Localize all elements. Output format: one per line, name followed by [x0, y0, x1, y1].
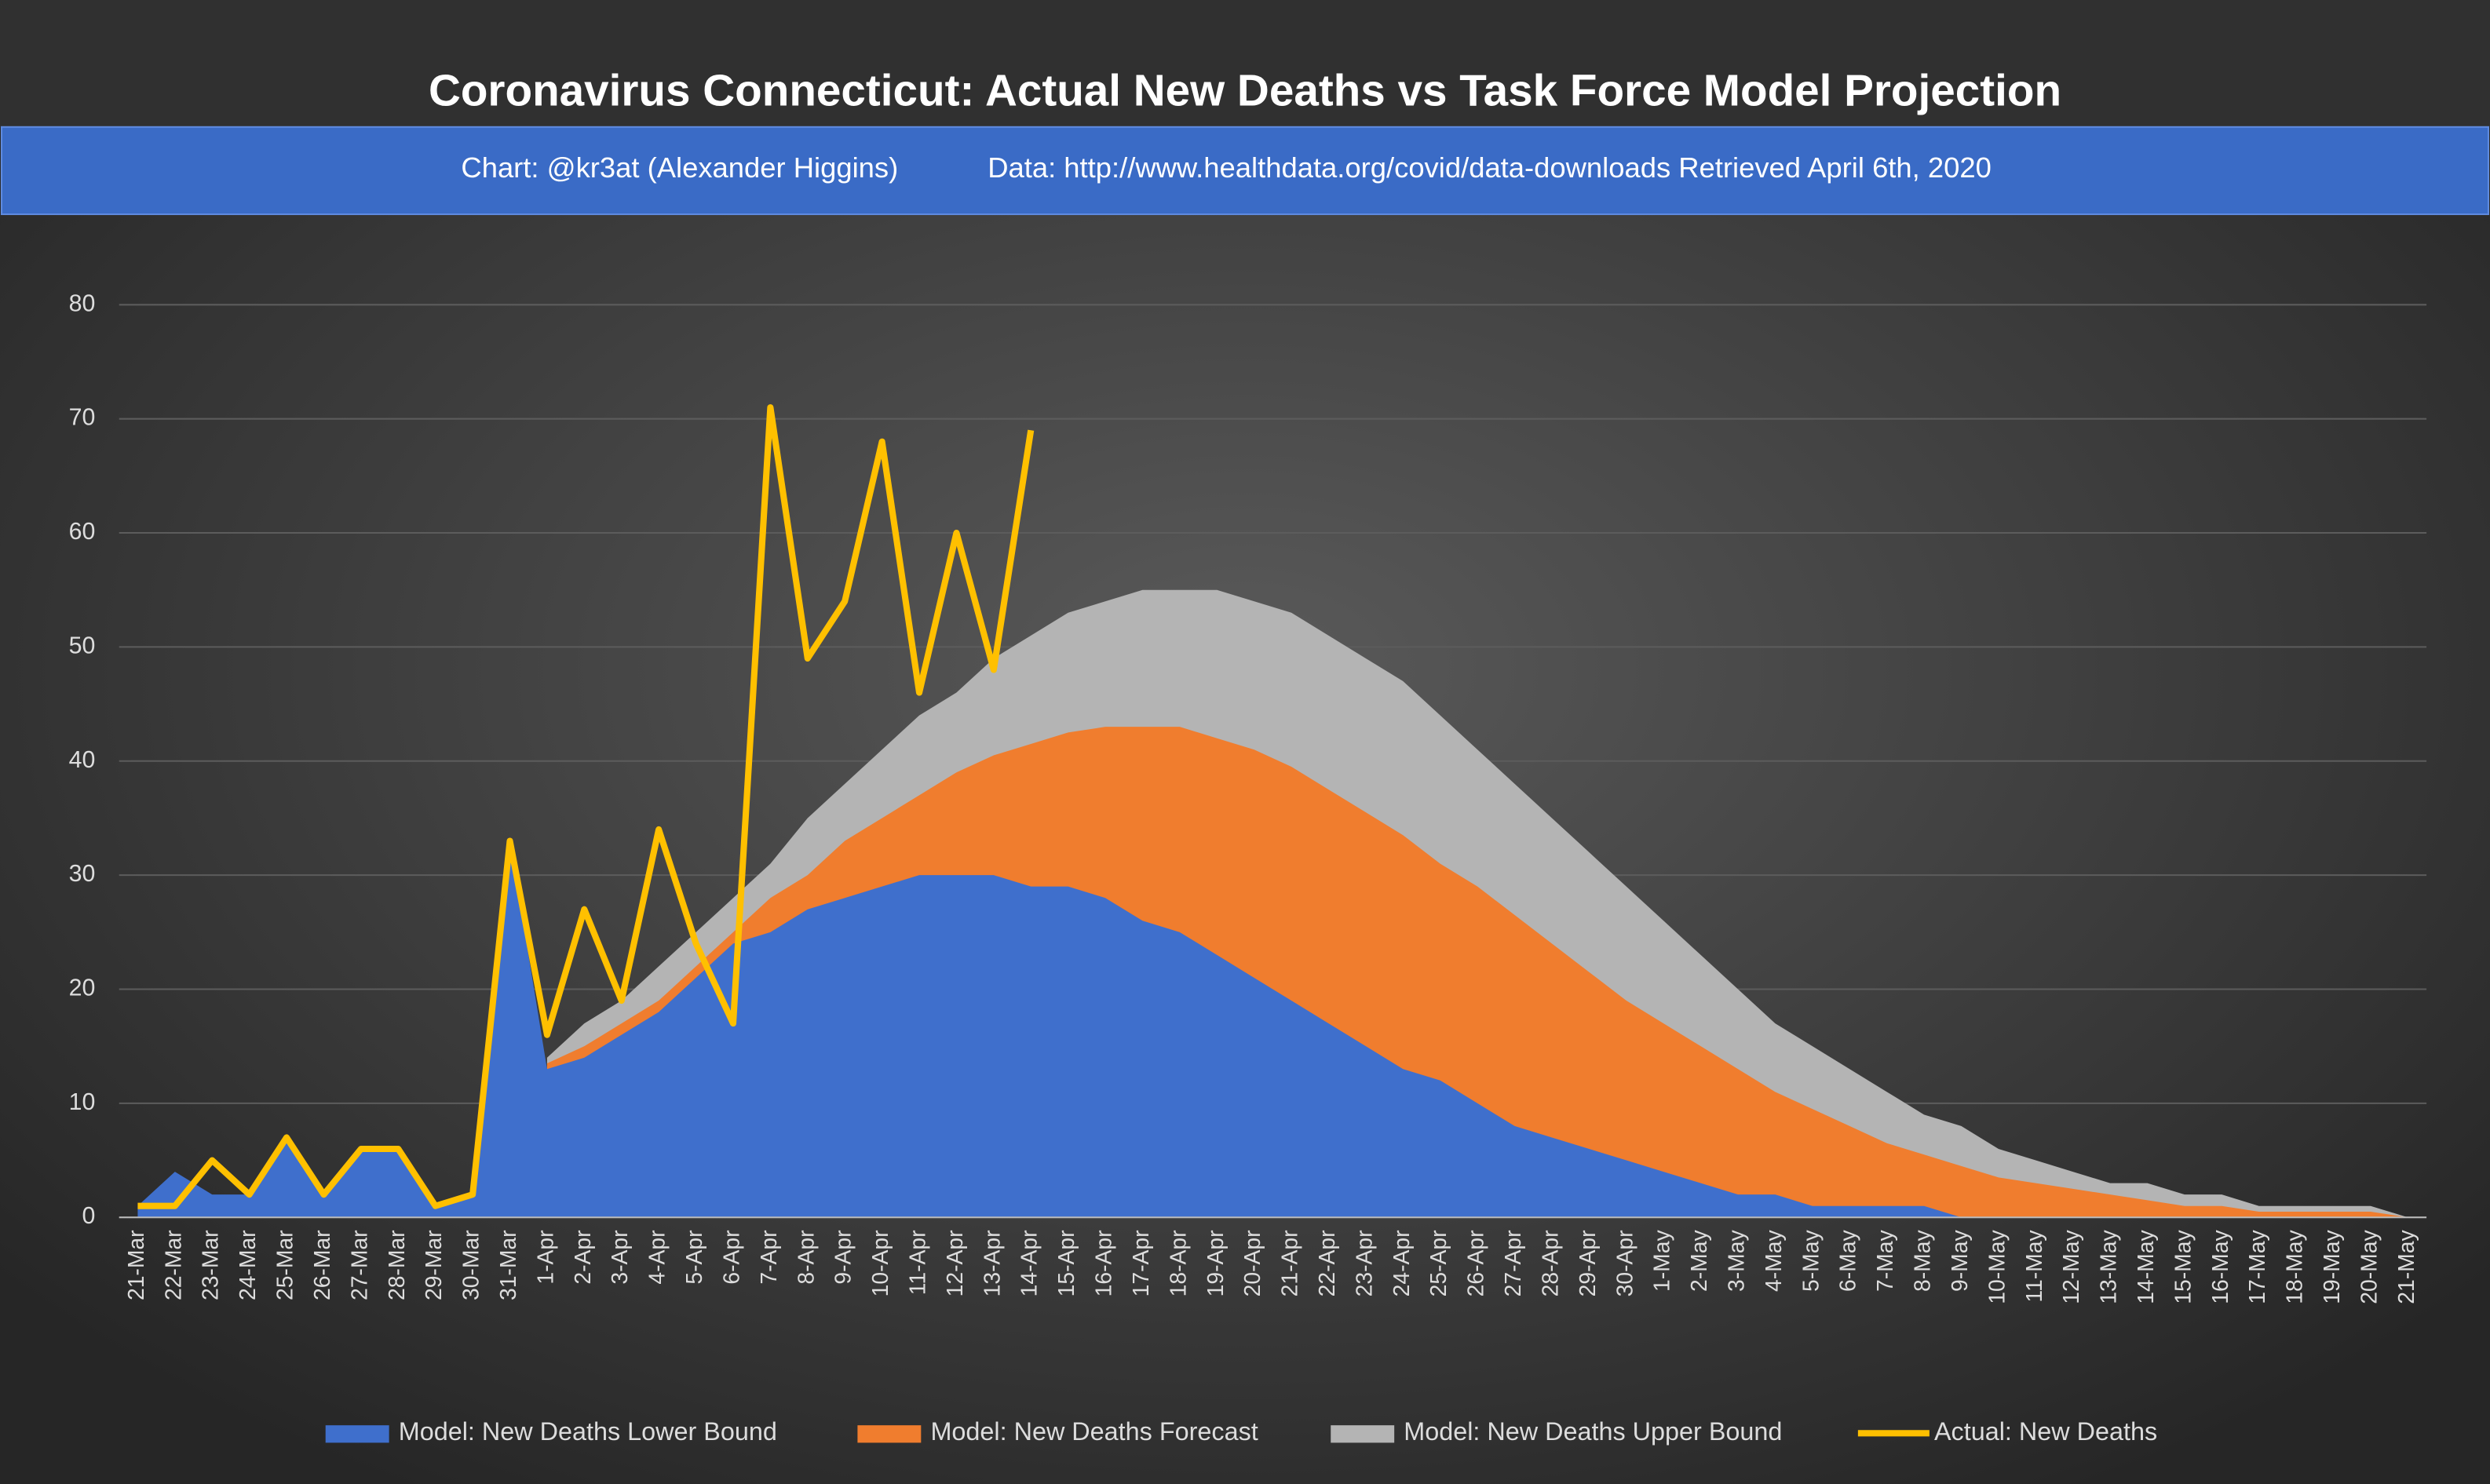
y-tick-label: 0 — [82, 1203, 96, 1229]
x-tick-label: 3-Apr — [607, 1230, 632, 1284]
x-tick-label: 11-Apr — [904, 1230, 929, 1295]
x-tick-label: 29-Apr — [1575, 1230, 1600, 1296]
x-tick-label: 25-Apr — [1426, 1230, 1451, 1296]
x-tick-label: 24-Apr — [1389, 1230, 1414, 1296]
legend-label: Model: New Deaths Forecast — [930, 1417, 1258, 1446]
x-tick-label: 23-Apr — [1351, 1230, 1376, 1296]
legend-swatch — [325, 1425, 389, 1443]
x-tick-label: 17-May — [2244, 1230, 2269, 1304]
x-tick-label: 22-Mar — [160, 1230, 185, 1300]
x-tick-label: 15-May — [2170, 1230, 2195, 1304]
x-tick-label: 2-May — [1686, 1230, 1711, 1292]
x-tick-label: 18-May — [2282, 1230, 2307, 1304]
x-tick-label: 27-Apr — [1500, 1230, 1525, 1296]
x-tick-label: 25-Mar — [272, 1230, 298, 1300]
legend-swatch — [1331, 1425, 1395, 1443]
legend-label: Model: New Deaths Upper Bound — [1404, 1417, 1782, 1446]
y-tick-label: 20 — [69, 975, 96, 1001]
x-tick-label: 9-May — [1947, 1230, 1972, 1292]
x-tick-label: 19-Apr — [1203, 1230, 1228, 1296]
x-tick-label: 9-Apr — [831, 1230, 856, 1284]
x-tick-label: 3-May — [1723, 1230, 1748, 1292]
source: Data: http://www.healthdata.org/covid/da… — [988, 151, 1992, 184]
y-tick-label: 70 — [69, 405, 96, 431]
x-tick-label: 20-Apr — [1240, 1230, 1265, 1296]
x-tick-label: 4-May — [1761, 1230, 1786, 1292]
x-tick-label: 5-Apr — [681, 1230, 706, 1284]
x-tick-label: 10-Apr — [867, 1230, 893, 1296]
title-band — [0, 0, 2490, 127]
y-tick-label: 10 — [69, 1089, 96, 1115]
x-tick-label: 6-May — [1835, 1230, 1860, 1292]
x-tick-label: 20-May — [2356, 1230, 2381, 1304]
x-tick-label: 28-Apr — [1537, 1230, 1562, 1296]
x-tick-label: 30-Mar — [458, 1230, 484, 1300]
chart-title: Coronavirus Connecticut: Actual New Deat… — [429, 66, 2061, 115]
x-tick-label: 30-Apr — [1612, 1230, 1637, 1296]
x-tick-label: 28-Mar — [384, 1230, 409, 1300]
area — [137, 840, 2408, 1218]
x-tick-label: 26-Apr — [1463, 1230, 1488, 1296]
x-tick-label: 12-May — [2058, 1230, 2083, 1304]
x-tick-label: 7-May — [1872, 1230, 1897, 1292]
legend-label: Model: New Deaths Lower Bound — [399, 1417, 777, 1446]
x-tick-label: 17-Apr — [1128, 1230, 1153, 1296]
x-tick-label: 2-Apr — [570, 1230, 595, 1284]
x-tick-label: 1-Apr — [532, 1230, 557, 1284]
line — [137, 404, 1035, 1209]
legend-swatch — [857, 1425, 922, 1443]
x-tick-label: 11-May — [2021, 1230, 2046, 1303]
x-tick-label: 31-Mar — [495, 1230, 520, 1300]
x-tick-label: 22-Apr — [1314, 1230, 1339, 1296]
x-tick-label: 8-Apr — [793, 1230, 818, 1284]
y-tick-label: 40 — [69, 747, 96, 773]
x-tick-label: 13-Apr — [979, 1230, 1004, 1296]
x-tick-label: 19-May — [2319, 1230, 2344, 1304]
subtitle: Chart: @kr3at (Alexander Higgins) — [461, 151, 898, 184]
x-tick-label: 6-Apr — [718, 1230, 743, 1284]
y-tick-label: 80 — [69, 290, 96, 316]
x-tick-label: 15-Apr — [1053, 1230, 1079, 1296]
legend-label: Actual: New Deaths — [1934, 1417, 2157, 1446]
subtitle-band — [1, 126, 2489, 216]
x-tick-label: 8-May — [1910, 1230, 1935, 1292]
x-tick-label: 14-Apr — [1017, 1230, 1042, 1296]
x-tick-label: 18-Apr — [1165, 1230, 1190, 1296]
x-tick-label: 12-Apr — [942, 1230, 967, 1296]
x-tick-label: 4-Apr — [644, 1230, 670, 1284]
x-tick-label: 16-Apr — [1091, 1230, 1116, 1296]
x-tick-label: 7-Apr — [756, 1230, 781, 1284]
x-tick-label: 27-Mar — [346, 1230, 371, 1300]
x-tick-label: 14-May — [2133, 1230, 2158, 1304]
y-tick-label: 60 — [69, 519, 96, 545]
x-tick-label: 5-May — [1798, 1230, 1823, 1292]
x-tick-label: 21-Apr — [1277, 1230, 1302, 1296]
x-tick-label: 10-May — [1984, 1230, 2009, 1304]
x-tick-label: 24-Mar — [235, 1230, 260, 1300]
x-tick-label: 23-Mar — [198, 1230, 223, 1300]
y-tick-label: 50 — [69, 633, 96, 658]
x-tick-label: 29-Mar — [421, 1230, 446, 1300]
x-tick-label: 16-May — [2207, 1230, 2233, 1304]
x-tick-label: 21-May — [2393, 1230, 2419, 1304]
x-tick-label: 26-Mar — [309, 1230, 334, 1300]
x-tick-label: 1-May — [1649, 1230, 1674, 1292]
x-tick-label: 21-Mar — [123, 1230, 148, 1300]
x-tick-label: 13-May — [2096, 1230, 2121, 1304]
y-tick-label: 30 — [69, 861, 96, 887]
